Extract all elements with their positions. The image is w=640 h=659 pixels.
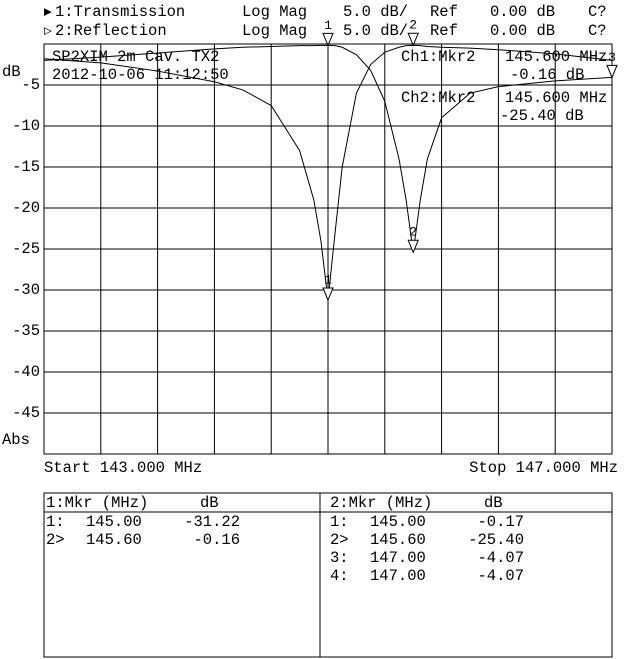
start-label: Start 143.000 MHz — [44, 459, 202, 477]
table-unit: dB — [200, 494, 219, 512]
y-tick-label: -45 — [12, 404, 40, 422]
marker-frequency: 145.60 — [86, 531, 142, 549]
annotation: Ch1:Mkr2 — [401, 48, 475, 66]
marker-index: 4: — [330, 567, 349, 585]
header-ref: 0.00 dB — [490, 22, 555, 40]
marker-frequency: 147.00 — [370, 567, 426, 585]
header-ref-label: Ref — [430, 22, 458, 40]
header-ref-label: Ref — [430, 3, 458, 21]
header-cal: C? — [588, 3, 607, 21]
header-scale: 5.0 dB/ — [343, 22, 408, 40]
marker-label: 2 — [409, 225, 417, 240]
marker-triangle — [407, 239, 419, 254]
marker-value: -4.07 — [477, 549, 524, 567]
marker-frequency: 145.00 — [370, 513, 426, 531]
table-unit: dB — [484, 494, 503, 512]
trace — [43, 44, 613, 301]
marker-triangle — [407, 32, 419, 47]
marker-value: -0.16 — [193, 531, 240, 549]
marker-value: -4.07 — [477, 567, 524, 585]
marker-index: 1: — [330, 513, 349, 531]
marker-label: 2 — [409, 18, 417, 33]
header-format: Log Mag — [242, 3, 307, 21]
marker-index: 2> — [330, 531, 349, 549]
table-title: 2:Mkr (MHz) — [330, 494, 432, 512]
annotation: Ch2:Mkr2 — [401, 89, 475, 107]
header-cal: C? — [588, 22, 607, 40]
marker-table-frame — [43, 492, 613, 658]
annotation: 145.600 MHz — [505, 89, 607, 107]
header-ref: 0.00 dB — [490, 3, 555, 21]
marker-label: 1 — [324, 18, 332, 33]
marker-triangle — [322, 32, 334, 47]
annotation: 145.600 MHz — [505, 48, 607, 66]
table-title: 1:Mkr (MHz) — [46, 494, 148, 512]
marker-triangle — [322, 287, 334, 302]
y-tick-label: -20 — [12, 199, 40, 217]
y-axis-label: dB — [2, 63, 21, 81]
annotation: -25.40 dB — [500, 107, 584, 125]
marker-triangle — [606, 64, 618, 79]
y-tick-label: -5 — [21, 76, 40, 94]
y-tick-label: -10 — [12, 117, 40, 135]
y-axis-label-bottom: Abs — [2, 431, 30, 449]
y-tick-label: -30 — [12, 281, 40, 299]
annotation: -0.16 dB — [510, 66, 584, 84]
marker-value: -25.40 — [468, 531, 524, 549]
marker-index: 2> — [46, 531, 65, 549]
marker-index: 1: — [46, 513, 65, 531]
header-format: Log Mag — [242, 22, 307, 40]
stop-label: Stop 147.000 MHz — [469, 459, 618, 477]
y-tick-label: -35 — [12, 322, 40, 340]
header-scale: 5.0 dB/ — [343, 3, 408, 21]
y-tick-label: -15 — [12, 158, 40, 176]
marker-value: -31.22 — [184, 513, 240, 531]
header-marker: ▶ — [44, 4, 52, 19]
marker-frequency: 145.60 — [370, 531, 426, 549]
marker-index: 3: — [330, 549, 349, 567]
marker-frequency: 145.00 — [86, 513, 142, 531]
channel-name: 1:Transmission — [55, 3, 185, 21]
header-marker: ▷ — [44, 23, 52, 38]
annotation: SP2XIM 2m Cav. TX2 — [52, 48, 219, 66]
trace — [43, 44, 613, 253]
y-tick-label: -25 — [12, 240, 40, 258]
marker-value: -0.17 — [477, 513, 524, 531]
marker-frequency: 147.00 — [370, 549, 426, 567]
marker-label: 3 — [608, 50, 616, 65]
channel-name: 2:Reflection — [55, 22, 167, 40]
y-tick-label: -40 — [12, 363, 40, 381]
annotation: 2012-10-06 11:12:50 — [52, 66, 229, 84]
marker-label: 1 — [324, 272, 332, 287]
